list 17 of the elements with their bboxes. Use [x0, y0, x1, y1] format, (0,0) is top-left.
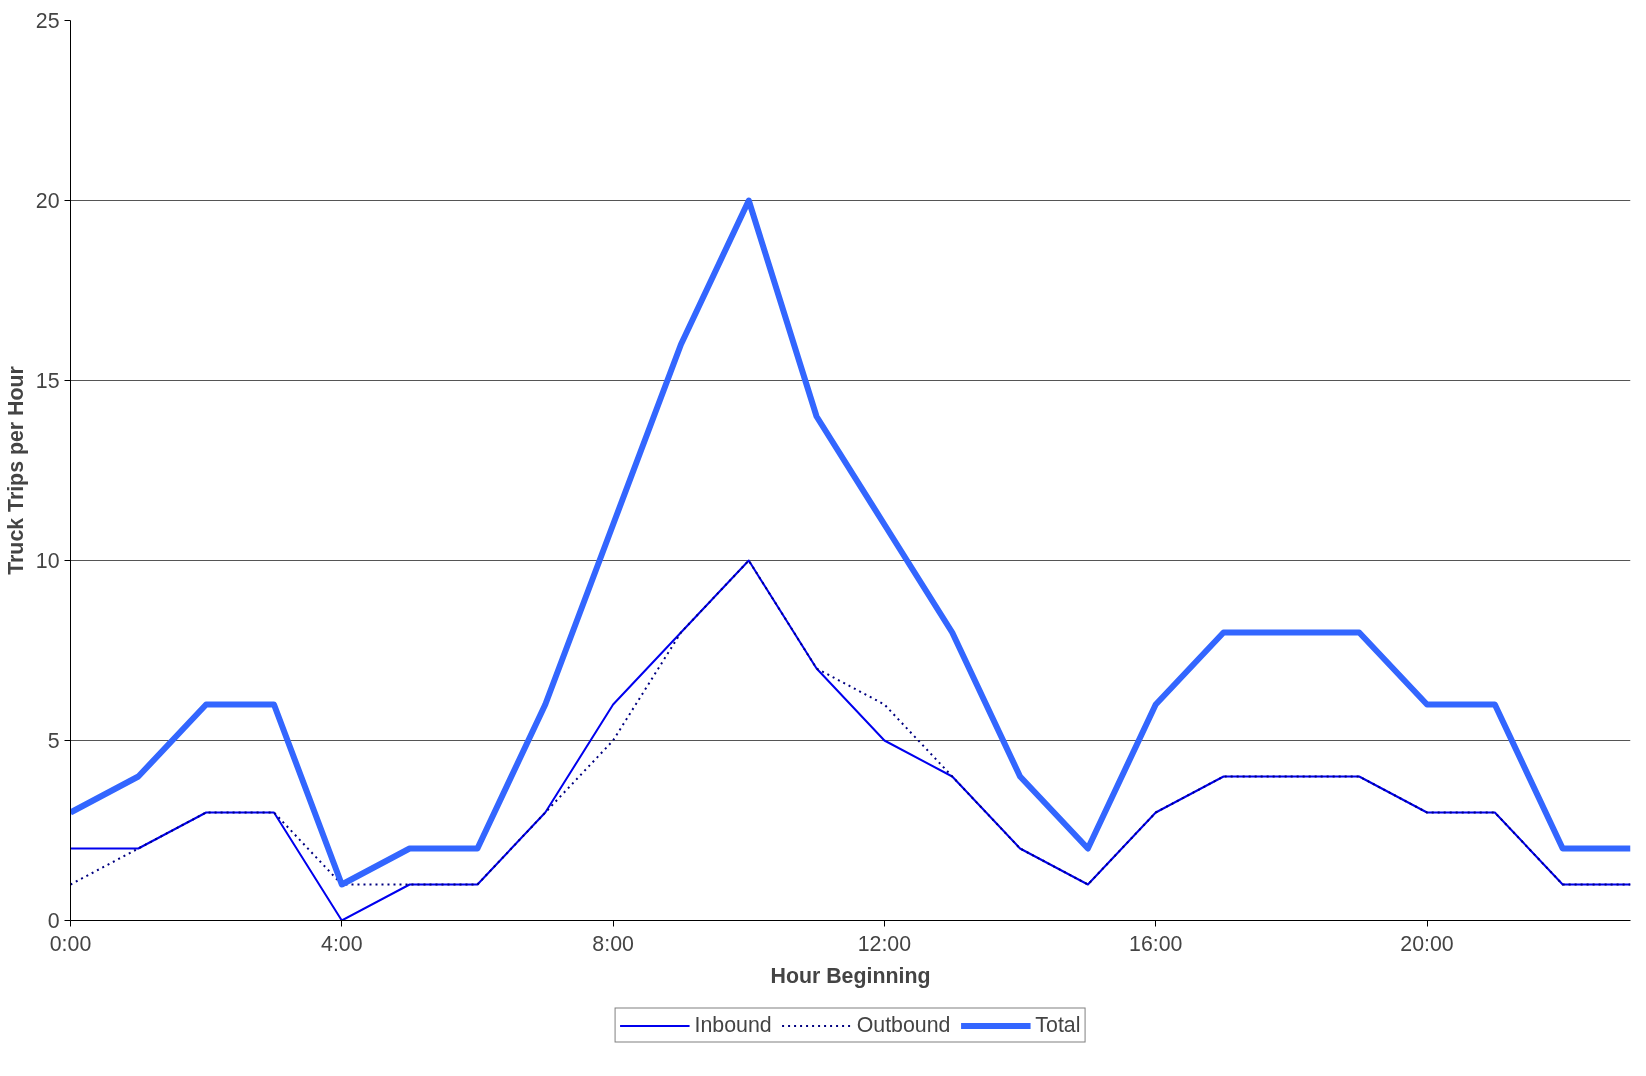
x-tick-label: 0:00	[49, 931, 92, 956]
y-tick-label: 20	[35, 189, 60, 213]
x-axis-title: Hour Beginning	[770, 963, 931, 988]
legend-label: Total	[1035, 1012, 1081, 1038]
y-tick-label: 25	[35, 9, 60, 33]
x-tick-label: 4:00	[321, 931, 363, 956]
x-tick-label: 8:00	[592, 931, 634, 956]
y-axis-title: Truck Trips per Hour	[3, 366, 28, 575]
legend-label: Outbound	[856, 1012, 951, 1038]
y-tick-label: 15	[35, 369, 60, 393]
x-tick-label: 20:00	[1400, 931, 1454, 956]
y-tick-label: 0	[47, 909, 60, 933]
x-tick-label: 12:00	[857, 931, 912, 956]
legend-label: Inbound	[694, 1012, 772, 1038]
x-tick-label: 16:00	[1129, 931, 1183, 956]
y-tick-label: 10	[35, 549, 60, 573]
y-tick-label: 5	[47, 729, 60, 753]
